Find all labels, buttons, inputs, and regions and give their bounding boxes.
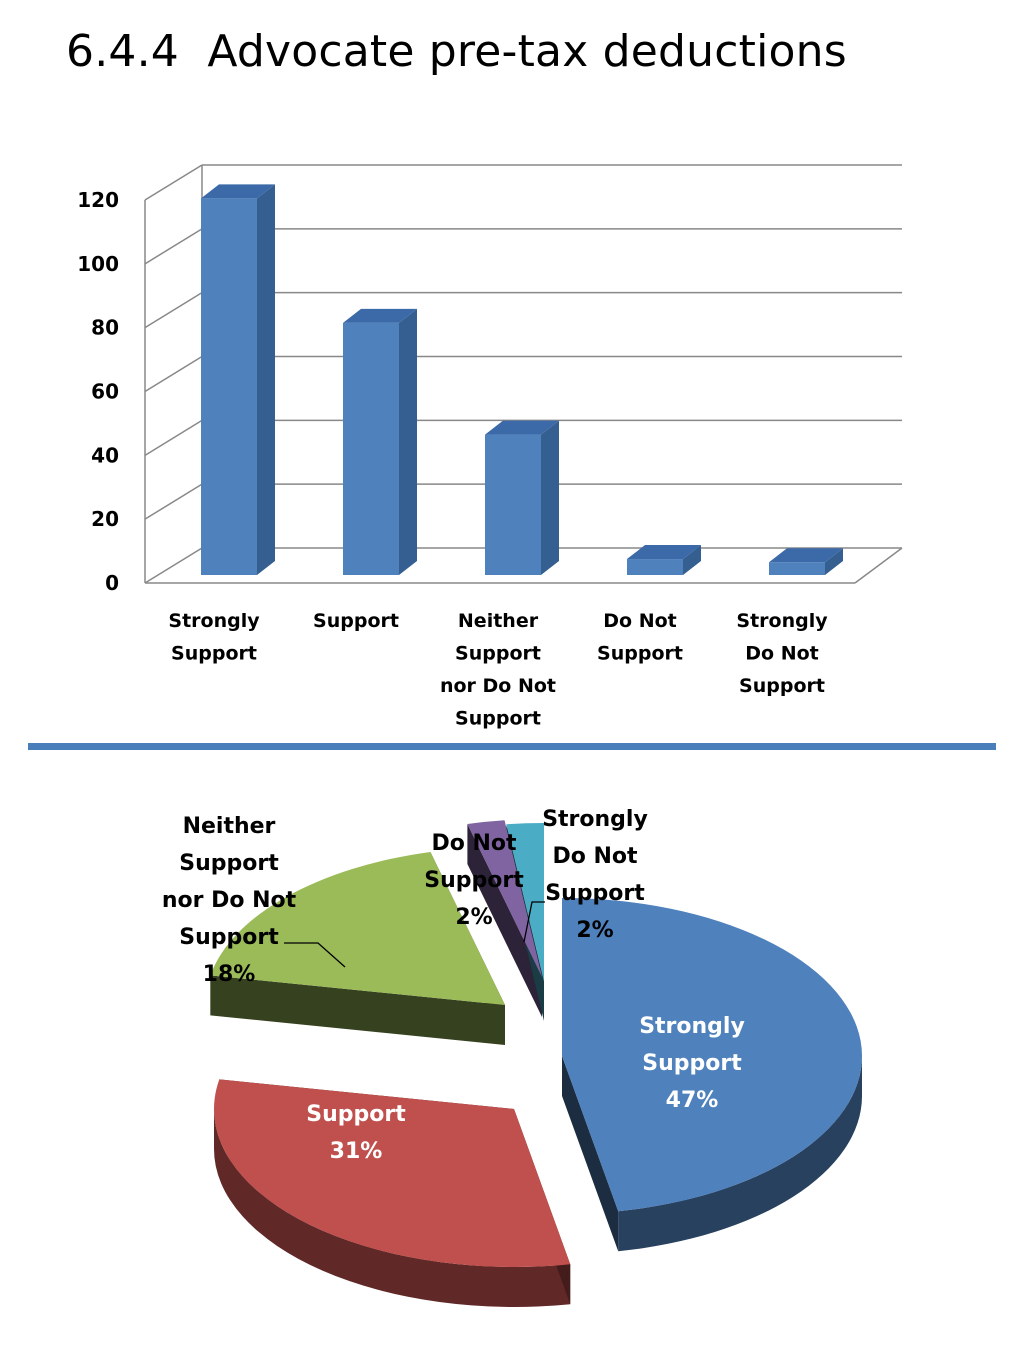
pie-slice <box>214 1079 571 1267</box>
x-category-label: Strongly Do Not Support <box>736 610 828 697</box>
bar-side <box>825 548 843 575</box>
leader-line <box>523 901 545 943</box>
gridline-diagonal <box>144 292 203 329</box>
gridline-diagonal <box>144 164 203 201</box>
pie-label-strongly-do-not-support: Strongly Do Not Support 2% <box>542 807 648 943</box>
pie-label-strongly-support: Strongly Support 47% <box>639 1014 745 1113</box>
x-category-label: Do Not Support <box>597 610 683 665</box>
bar-side <box>683 545 701 575</box>
pie-slice-cut <box>210 975 505 1045</box>
bar <box>485 420 559 575</box>
pie-slice-wall <box>618 1056 862 1252</box>
bar-top <box>769 548 843 563</box>
y-tick-label: 100 <box>77 252 119 276</box>
pie-slice <box>562 898 863 1212</box>
bar-front <box>627 559 683 575</box>
pie-slice <box>210 851 505 1005</box>
gridline-diagonal <box>144 483 203 520</box>
pie-label-do-not-support: Do Not Support 2% <box>424 831 524 930</box>
bar-top <box>343 308 417 323</box>
gridline-diagonal <box>144 419 203 456</box>
bar-front <box>769 562 825 575</box>
x-category-label: Neither Support nor Do Not Support <box>440 610 556 730</box>
pie-slice-cut <box>562 1056 619 1252</box>
page-title: 6.4.4 Advocate pre-tax deductions <box>66 26 847 77</box>
y-tick-label: 80 <box>91 316 119 340</box>
bar-top <box>485 420 559 435</box>
bar-front <box>485 434 541 575</box>
bar <box>343 308 417 575</box>
pie-slice-cut <box>467 823 542 1017</box>
x-category-label: Support <box>313 610 399 632</box>
bar-chart: 0 20 40 60 80 100 120 Strongly Support Support Nei… <box>77 164 903 730</box>
pie-slice-wall <box>214 1109 571 1307</box>
bar-front <box>201 198 257 575</box>
divider <box>28 743 996 750</box>
pie-slice <box>506 823 544 981</box>
bar-side <box>257 184 275 575</box>
bar-front <box>343 322 399 575</box>
gridline-diagonal <box>144 547 203 584</box>
bar-top <box>627 545 701 560</box>
x-category-label: Strongly Support <box>168 610 260 665</box>
pie-label-neither: Neither Support nor Do Not Support 18% <box>162 814 297 987</box>
y-tick-label: 120 <box>77 188 119 212</box>
pie-tops <box>210 820 863 1267</box>
y-tick-label: 40 <box>91 443 119 467</box>
bar-side <box>399 308 417 575</box>
floor-right-edge <box>854 547 903 584</box>
bar-top <box>201 184 275 199</box>
bar <box>201 184 275 575</box>
bar <box>627 545 701 575</box>
y-tick-label: 0 <box>105 571 119 595</box>
y-tick-label: 20 <box>91 507 119 531</box>
leader-line <box>284 942 346 968</box>
bar-side <box>541 420 559 575</box>
bar <box>769 548 843 575</box>
gridline-diagonal <box>144 228 203 265</box>
y-tick-label: 60 <box>91 380 119 404</box>
pie-slice <box>467 820 542 977</box>
gridline-diagonal <box>144 355 203 393</box>
pie-label-support: Support 31% <box>306 1102 406 1164</box>
